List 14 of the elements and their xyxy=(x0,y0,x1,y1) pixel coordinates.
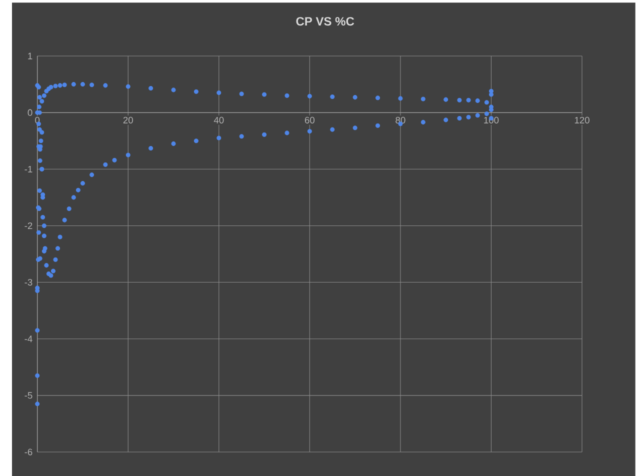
y-tick-label: -4 xyxy=(24,336,32,342)
y-tick-label: -2 xyxy=(24,222,32,229)
x-tick-label: 40 xyxy=(214,116,224,124)
x-tick-label: 120 xyxy=(574,116,590,124)
y-tick-label: 0 xyxy=(28,109,32,116)
y-tick-label: -1 xyxy=(24,166,32,172)
x-tick-label: 20 xyxy=(123,116,133,124)
y-tick-label: -6 xyxy=(24,448,32,456)
x-tick-label: 80 xyxy=(396,116,406,124)
y-tick-label: -3 xyxy=(24,279,32,286)
y-tick-label: 1 xyxy=(28,52,32,60)
chart-title: CP VS %C xyxy=(296,17,354,26)
y-tick-label: -5 xyxy=(24,392,32,399)
x-tick-label: 60 xyxy=(304,116,314,124)
